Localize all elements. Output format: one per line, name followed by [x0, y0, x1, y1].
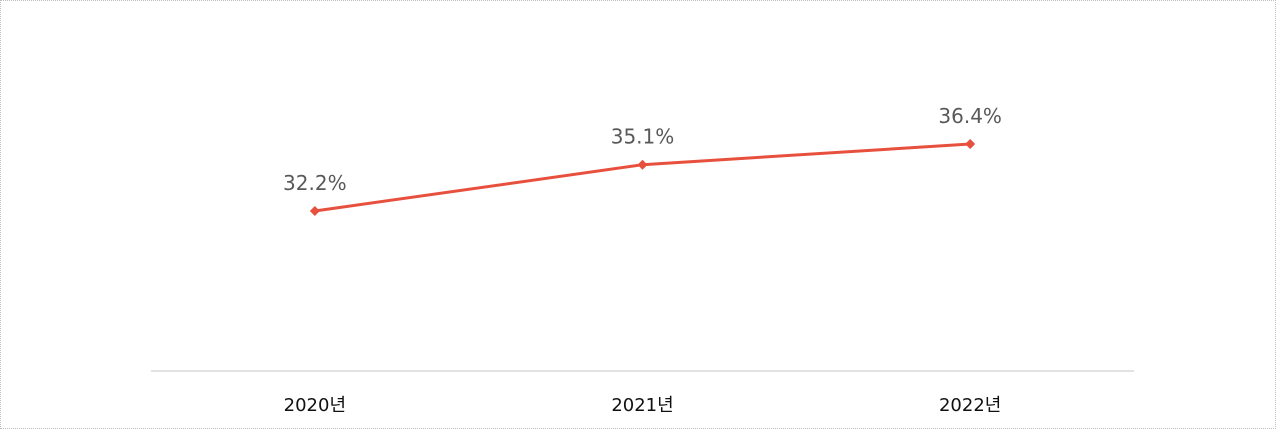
x-tick-labels: 2020년 2021년 2022년 [284, 395, 1002, 416]
data-label: 36.4% [938, 104, 1002, 128]
x-tick-label: 2020년 [284, 395, 346, 416]
x-tick-label: 2022년 [939, 395, 1001, 416]
data-labels: 32.2% 35.1% 36.4% [283, 104, 1002, 195]
data-point-marker [637, 159, 648, 170]
data-label: 35.1% [611, 125, 675, 149]
x-tick-label: 2021년 [611, 395, 673, 416]
data-point-marker [309, 206, 320, 216]
data-markers [309, 139, 976, 216]
data-point-marker [965, 139, 976, 149]
data-label: 32.2% [283, 171, 347, 195]
series-line [314, 142, 971, 213]
